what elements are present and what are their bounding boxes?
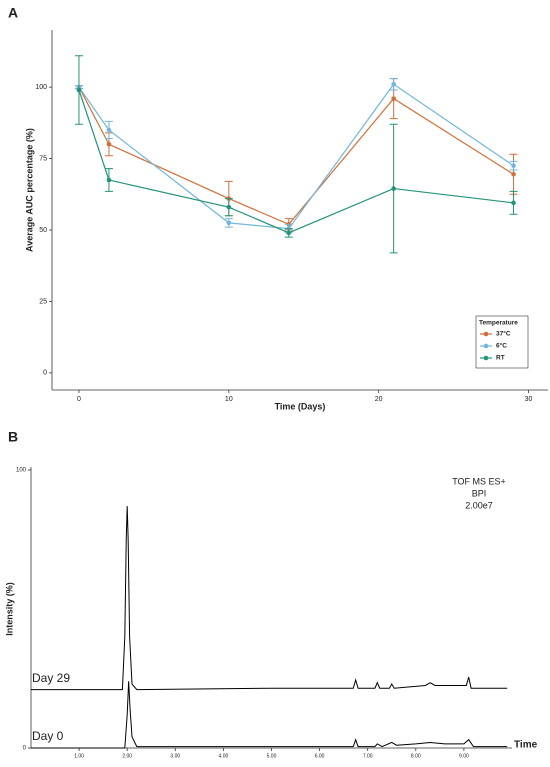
x-axis-title: Time: [514, 740, 538, 751]
annotation: BPI: [472, 488, 487, 498]
trace-label: Day 29: [32, 671, 70, 685]
legend-label: 37°C: [496, 330, 511, 338]
point: [226, 204, 232, 210]
legend-swatch: [483, 355, 489, 361]
point: [511, 171, 516, 177]
x-axis-title: Time (Days): [275, 401, 326, 411]
point: [391, 186, 396, 191]
panel-label: A: [8, 5, 18, 21]
point: [511, 200, 516, 206]
point: [226, 220, 232, 226]
legend-swatch: [483, 343, 489, 349]
y-axis-title: Average AUC percentage (%): [24, 128, 34, 252]
x-tick-label: 5.00: [267, 753, 277, 759]
point: [391, 81, 396, 87]
series-line: [78, 86, 514, 226]
point: [511, 163, 516, 169]
point: [286, 230, 292, 236]
trace: [31, 681, 508, 749]
x-tick-label: 30: [525, 396, 533, 403]
x-tick-label: 9.00: [459, 753, 469, 759]
point: [106, 177, 112, 183]
annotation: TOF MS ES+: [452, 476, 506, 486]
y-tick-label: 0: [43, 370, 47, 377]
y-axis-title: Intensity (%): [4, 582, 14, 636]
x-tick-label: 0: [77, 396, 81, 403]
y-tick-label: 50: [39, 227, 47, 234]
x-tick-label: 7.00: [363, 753, 373, 759]
x-tick-label: 4.00: [219, 753, 229, 759]
point: [76, 87, 82, 93]
series-line: [78, 83, 514, 230]
y-tick-label: 25: [39, 298, 47, 305]
series-line: [78, 89, 514, 234]
legend-swatch: [483, 331, 489, 337]
x-tick-label: 10: [225, 396, 233, 403]
panel-label: B: [8, 429, 18, 445]
annotation: 2.00e7: [465, 500, 493, 510]
point: [106, 141, 112, 147]
x-tick-label: 6.00: [315, 753, 325, 759]
y-tick-label: 100: [16, 468, 27, 474]
trace: [31, 506, 508, 691]
x-tick-label: 3.00: [170, 753, 180, 759]
x-tick-label: 8.00: [411, 753, 421, 759]
point: [106, 127, 112, 133]
legend-label: 6°C: [496, 342, 507, 350]
trace-label: Day 0: [32, 729, 64, 743]
point: [391, 96, 396, 101]
legend-title: Temperature: [479, 320, 518, 327]
x-tick-label: 20: [375, 396, 383, 403]
x-tick-label: 1.00: [74, 753, 84, 759]
legend-label: RT: [496, 355, 505, 362]
y-tick-label: 75: [39, 155, 47, 162]
y-tick-label: 0: [23, 746, 27, 752]
y-tick-label: 100: [35, 84, 47, 91]
x-tick-label: 2.00: [122, 753, 132, 759]
